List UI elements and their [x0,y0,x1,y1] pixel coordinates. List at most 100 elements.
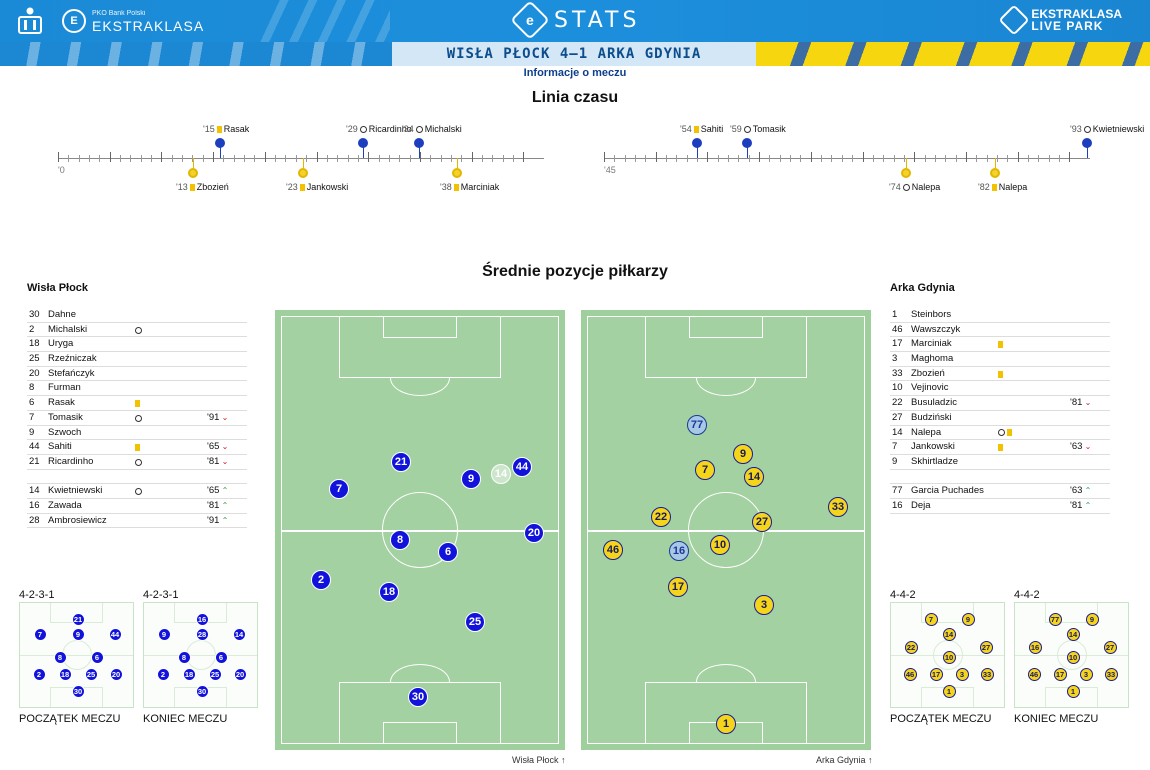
lineup-player-marker[interactable]: 30 [71,684,85,698]
lineup-player-marker[interactable]: 9 [157,627,171,641]
player-row[interactable]: 44 Sahiti '65 ⌄ [27,440,247,455]
player-position-marker[interactable]: 77 [687,415,707,435]
player-position-marker[interactable]: 3 [754,595,774,615]
lineup-player-marker[interactable]: 27 [979,640,993,654]
lineup-player-marker[interactable]: 77 [1048,612,1062,626]
lineup-player-marker[interactable]: 21 [71,612,85,626]
player-position-marker[interactable]: 1 [716,714,736,734]
lineup-player-marker[interactable]: 10 [942,650,956,664]
lineup-player-marker[interactable]: 14 [232,627,246,641]
player-position-marker[interactable]: 18 [379,582,399,602]
lineup-player-marker[interactable]: 14 [1066,627,1080,641]
lineup-player-marker[interactable]: 3 [1079,667,1093,681]
match-info-link[interactable]: Informacje o meczu [523,67,627,79]
player-row[interactable]: 9 Skhirtladze [890,455,1110,470]
ekstraklasa-logo[interactable]: E PKO Bank Polski EKSTRAKLASA [62,9,204,33]
player-row[interactable]: 14 Kwietniewski '65 ⌃ [27,484,247,499]
player-row[interactable]: 10 Vejinovic [890,381,1110,397]
player-position-marker[interactable]: 9 [733,444,753,464]
player-position-marker[interactable]: 2 [311,570,331,590]
lineup-player-marker[interactable]: 33 [980,667,994,681]
player-position-marker[interactable]: 25 [465,612,485,632]
player-row[interactable]: 22 Busuladzic '81 ⌄ [890,396,1110,411]
lineup-player-marker[interactable]: 16 [1028,640,1042,654]
lineup-player-marker[interactable]: 10 [1066,650,1080,664]
lineup-player-marker[interactable]: 6 [90,650,104,664]
player-row[interactable]: 28 Ambrosiewicz '91 ⌃ [27,514,247,529]
lineup-player-marker[interactable]: 20 [109,667,123,681]
lineup-player-marker[interactable]: 18 [58,667,72,681]
player-position-marker[interactable]: 46 [603,540,623,560]
lineup-player-marker[interactable]: 20 [233,667,247,681]
player-position-marker[interactable]: 17 [668,577,688,597]
player-position-marker[interactable]: 6 [438,542,458,562]
player-row[interactable]: 33 Zbozień [890,367,1110,382]
lineup-player-marker[interactable]: 25 [208,667,222,681]
player-position-marker[interactable]: 27 [752,512,772,532]
player-row[interactable]: 1 Steinbors [890,308,1110,323]
lineup-player-marker[interactable]: 18 [182,667,196,681]
lineup-player-marker[interactable]: 2 [32,667,46,681]
player-position-marker[interactable]: 16 [669,541,689,561]
pko-logo-icon[interactable] [16,6,44,36]
lineup-player-marker[interactable]: 6 [214,650,228,664]
player-row[interactable]: 25 Rzeźniczak [27,352,247,367]
player-row[interactable]: 14 Nalepa [890,426,1110,441]
player-row[interactable]: 17 Marciniak [890,337,1110,353]
lineup-player-marker[interactable]: 27 [1103,640,1117,654]
player-row[interactable]: 16 Zawada '81 ⌃ [27,499,247,514]
player-row[interactable]: 6 Rasak [27,396,247,411]
player-row[interactable]: 46 Wawszczyk [890,323,1110,338]
live-park-logo[interactable]: EKSTRAKLASA LIVE PARK [998,4,1122,36]
player-row[interactable]: 7 Tomasik '91 ⌄ [27,411,247,426]
lineup-player-marker[interactable]: 46 [903,667,917,681]
player-row[interactable]: 18 Uryga [27,337,247,353]
player-row[interactable]: 27 Budziński [890,411,1110,426]
lineup-player-marker[interactable]: 16 [195,612,209,626]
lineup-player-marker[interactable]: 33 [1104,667,1118,681]
lineup-player-marker[interactable]: 14 [942,627,956,641]
lineup-player-marker[interactable]: 9 [1085,612,1099,626]
lineup-player-marker[interactable]: 17 [1053,667,1067,681]
player-position-marker[interactable]: 22 [651,507,671,527]
player-row[interactable]: 2 Michalski [27,323,247,338]
lineup-player-marker[interactable]: 9 [961,612,975,626]
player-position-marker[interactable]: 8 [390,530,410,550]
player-position-marker[interactable]: 10 [710,535,730,555]
player-position-marker[interactable]: 33 [828,497,848,517]
lineup-player-marker[interactable]: 1 [942,684,956,698]
lineup-player-marker[interactable]: 17 [929,667,943,681]
player-position-marker[interactable]: 7 [329,479,349,499]
lineup-player-marker[interactable]: 1 [1066,684,1080,698]
lineup-player-marker[interactable]: 7 [33,627,47,641]
lineup-player-marker[interactable]: 2 [156,667,170,681]
player-position-marker[interactable]: 20 [524,523,544,543]
lineup-player-marker[interactable]: 3 [955,667,969,681]
lineup-player-marker[interactable]: 30 [195,684,209,698]
lineup-player-marker[interactable]: 8 [53,650,67,664]
stats-logo[interactable]: e STATS [510,0,640,40]
player-position-marker[interactable]: 44 [512,457,532,477]
lineup-player-marker[interactable]: 8 [177,650,191,664]
lineup-player-marker[interactable]: 44 [108,627,122,641]
player-position-marker[interactable]: 7 [695,460,715,480]
player-row[interactable]: 9 Szwoch [27,426,247,441]
player-position-marker[interactable]: 14 [491,464,511,484]
lineup-player-marker[interactable]: 7 [924,612,938,626]
player-row[interactable]: 30 Dahne [27,308,247,323]
lineup-player-marker[interactable]: 25 [84,667,98,681]
lineup-player-marker[interactable]: 9 [71,627,85,641]
player-row[interactable]: 21 Ricardinho '81 ⌄ [27,455,247,470]
lineup-player-marker[interactable]: 22 [904,640,918,654]
player-row[interactable]: 3 Maghoma [890,352,1110,367]
player-row[interactable]: 16 Deja '81 ⌃ [890,499,1110,514]
lineup-player-marker[interactable]: 28 [195,627,209,641]
player-position-marker[interactable]: 9 [461,469,481,489]
player-position-marker[interactable]: 30 [408,687,428,707]
player-row[interactable]: 7 Jankowski '63 ⌄ [890,440,1110,455]
player-position-marker[interactable]: 21 [391,452,411,472]
player-row[interactable]: 77 Garcia Puchades '63 ⌃ [890,484,1110,499]
lineup-player-marker[interactable]: 46 [1027,667,1041,681]
player-row[interactable]: 20 Stefańczyk [27,367,247,382]
player-position-marker[interactable]: 14 [744,467,764,487]
